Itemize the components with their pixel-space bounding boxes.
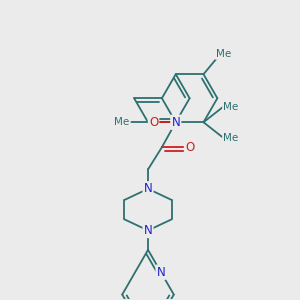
Text: N: N: [144, 182, 152, 195]
Text: O: O: [185, 141, 194, 154]
Text: N: N: [144, 224, 152, 237]
Text: N: N: [157, 266, 165, 279]
Text: Me: Me: [223, 102, 238, 112]
Text: O: O: [149, 116, 158, 129]
Text: N: N: [171, 116, 180, 129]
Text: Me: Me: [114, 117, 130, 127]
Text: Me: Me: [216, 49, 231, 58]
Text: Me: Me: [223, 133, 238, 142]
